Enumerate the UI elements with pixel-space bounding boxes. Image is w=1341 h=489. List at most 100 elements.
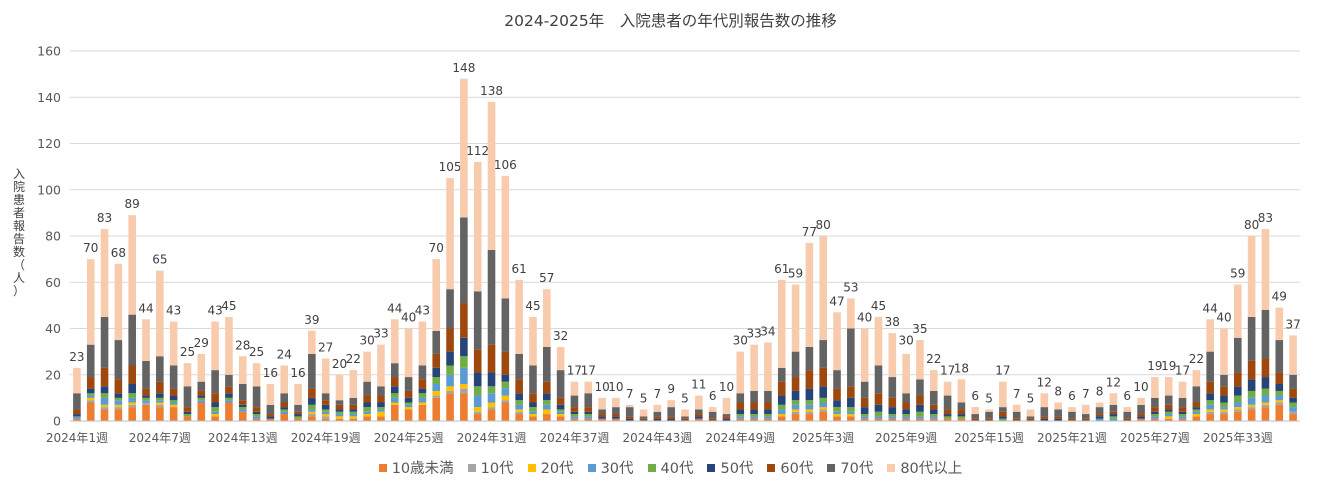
bar-segment: [916, 404, 924, 412]
bar-segment: [943, 416, 952, 419]
bar-segment: [1040, 407, 1049, 417]
bar-segment: [722, 414, 731, 417]
y-axis-label-char: 者: [12, 206, 25, 220]
total-label: 80: [816, 218, 831, 232]
bar-segment: [225, 393, 233, 398]
bar-segment: [805, 414, 814, 421]
bar-segment: [1040, 393, 1049, 408]
bar-segment: [957, 409, 966, 415]
bar-segment: [128, 393, 136, 398]
bar-segment: [418, 365, 427, 380]
bar-segment: [888, 414, 897, 417]
x-tick-label: 2025年21週: [1037, 431, 1107, 445]
bar-segment: [1275, 384, 1284, 391]
total-label: 33: [746, 327, 761, 341]
bar-segment: [1151, 414, 1159, 417]
bar-segment: [73, 367, 81, 394]
bar-segment: [1095, 402, 1104, 408]
bar-segment: [764, 342, 772, 391]
bar-segment: [764, 416, 772, 419]
total-label: 25: [180, 345, 195, 359]
bar-segment: [86, 393, 95, 396]
bar-segment: [501, 400, 510, 403]
bar-segment: [847, 411, 855, 415]
legend-swatch: [707, 463, 716, 472]
bar-segment: [1275, 307, 1284, 341]
bar-segment: [1054, 416, 1062, 419]
total-label: 40: [1216, 311, 1231, 325]
y-axis-label-char: 告: [12, 232, 25, 246]
bar-segment: [487, 249, 496, 345]
total-label: 5: [985, 391, 993, 405]
total-label: 39: [304, 313, 319, 327]
total-label: 8: [1096, 385, 1104, 399]
bar-segment: [1164, 404, 1173, 410]
bar-segment: [211, 416, 219, 421]
bar-segment: [114, 404, 123, 408]
bar-segment: [1123, 411, 1132, 419]
bar-segment: [321, 393, 330, 401]
bar-segment: [335, 404, 344, 410]
bar-segment: [556, 347, 565, 371]
bar-segment: [570, 411, 579, 415]
bar-segment: [764, 414, 772, 417]
bar-segment: [1275, 402, 1284, 405]
bar-segment: [1095, 407, 1104, 415]
x-tick-label: 2024年25週: [374, 431, 444, 445]
bar-segment: [1206, 351, 1214, 382]
bar-segment: [1247, 236, 1256, 317]
bar-segment: [902, 414, 910, 417]
bar-segment: [1234, 411, 1242, 421]
bar-segment: [929, 390, 938, 405]
bar-segment: [805, 242, 814, 347]
bar-segment: [197, 390, 206, 396]
bar-segment: [515, 379, 523, 394]
bar-segment: [695, 418, 703, 421]
total-label: 12: [1106, 375, 1121, 389]
bar-segment: [321, 416, 330, 419]
bar-segment: [777, 416, 786, 421]
bar-segment: [874, 393, 883, 405]
bar-segment: [252, 386, 261, 408]
y-axis-label-char: 数: [12, 245, 25, 259]
bar-segment: [404, 328, 413, 378]
bar-segment: [874, 411, 883, 417]
bar-segment: [1109, 414, 1118, 417]
bar-segment: [625, 404, 634, 408]
bar-segment: [570, 414, 579, 417]
total-label: 89: [125, 197, 140, 211]
bar-segment: [197, 395, 206, 398]
bar-segment: [114, 400, 123, 405]
bar-segment: [418, 388, 427, 394]
total-label: 18: [954, 361, 969, 375]
total-label: 35: [912, 322, 927, 336]
bar-segment: [847, 328, 855, 387]
total-label: 49: [1272, 290, 1287, 304]
total-label: 43: [207, 304, 222, 318]
bar-segment: [708, 418, 717, 421]
bar-segment: [1234, 284, 1242, 338]
bar-segment: [529, 393, 537, 403]
bar-segment: [1178, 414, 1187, 417]
total-label: 106: [494, 158, 517, 172]
bar-segment: [432, 259, 441, 331]
bar-segment: [308, 404, 316, 410]
bar-segment: [1192, 414, 1201, 417]
bar-segment: [446, 374, 454, 387]
bar-segment: [819, 397, 828, 403]
bar-segment: [487, 344, 496, 373]
total-label: 44: [1203, 301, 1218, 315]
x-tick-label: 2024年7週: [129, 431, 191, 445]
bar-segment: [1261, 377, 1270, 389]
bar-segment: [1178, 397, 1187, 408]
bar-segment: [128, 365, 136, 384]
bar-segment: [529, 407, 537, 412]
bar-segment: [86, 397, 95, 401]
bar-segment: [695, 409, 703, 415]
bar-segment: [1137, 404, 1145, 415]
legend-swatch: [767, 463, 776, 472]
bar-segment: [874, 418, 883, 421]
bar-segment: [1164, 411, 1173, 415]
bar-segment: [985, 418, 993, 421]
bar-segment: [501, 381, 510, 389]
